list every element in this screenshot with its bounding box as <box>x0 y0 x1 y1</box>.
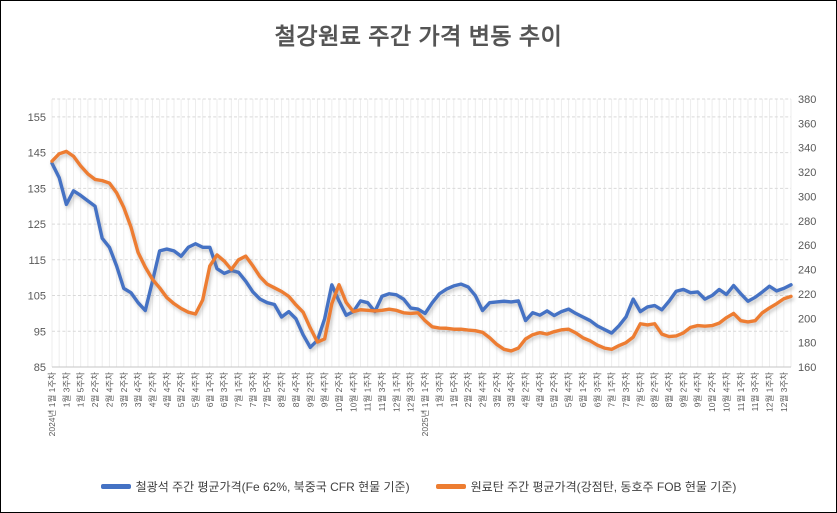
svg-text:320: 320 <box>798 167 816 179</box>
svg-text:2월 4주차: 2월 4주차 <box>477 372 487 407</box>
svg-text:95: 95 <box>34 326 46 338</box>
svg-text:2025년 1월 1주차: 2025년 1월 1주차 <box>420 372 430 437</box>
svg-text:10월 4주차: 10월 4주차 <box>721 372 731 412</box>
svg-text:1월 5주차: 1월 5주차 <box>449 372 459 407</box>
svg-text:3월 4주차: 3월 4주차 <box>506 372 516 407</box>
svg-text:85: 85 <box>34 362 46 374</box>
svg-text:4월 2주차: 4월 2주차 <box>521 372 531 407</box>
iron-ore-legend-label: 철광석 주간 평균가격(Fe 62%, 북중국 CFR 현물 기준) <box>135 480 410 494</box>
svg-text:11월 3주차: 11월 3주차 <box>750 372 760 412</box>
svg-text:8월 2주차: 8월 2주차 <box>650 372 660 407</box>
svg-text:145: 145 <box>28 148 46 160</box>
svg-text:8월 4주차: 8월 4주차 <box>664 372 674 407</box>
svg-text:8월 2주차: 8월 2주차 <box>277 372 287 407</box>
svg-text:10월 2주차: 10월 2주차 <box>707 372 717 412</box>
svg-text:160: 160 <box>798 362 816 374</box>
svg-text:11월 1주차: 11월 1주차 <box>363 372 373 412</box>
svg-text:4월 4주차: 4월 4주차 <box>162 372 172 407</box>
svg-text:5월 2주차: 5월 2주차 <box>176 372 186 407</box>
svg-text:7월 5주차: 7월 5주차 <box>635 372 645 407</box>
svg-text:1월 5주차: 1월 5주차 <box>76 372 86 407</box>
svg-text:4월 4주차: 4월 4주차 <box>535 372 545 407</box>
svg-text:11월 3주차: 11월 3주차 <box>377 372 387 412</box>
legend-item-iron-ore[interactable]: 철광석 주간 평균가격(Fe 62%, 북중국 CFR 현물 기준) <box>100 478 410 495</box>
series-line-iron-ore[interactable] <box>50 161 793 350</box>
svg-text:9월 2주차: 9월 2주차 <box>305 372 315 407</box>
legend: 철광석 주간 평균가격(Fe 62%, 북중국 CFR 현물 기준) 원료탄 주… <box>1 478 836 495</box>
svg-text:9월 4주차: 9월 4주차 <box>320 372 330 407</box>
svg-text:7월 5주차: 7월 5주차 <box>262 372 272 407</box>
coking-coal-legend-label: 원료탄 주간 평균가격(강점탄, 동호주 FOB 현물 기준) <box>470 480 737 494</box>
svg-text:7월 1주차: 7월 1주차 <box>234 372 244 407</box>
svg-text:2월 2주차: 2월 2주차 <box>90 372 100 407</box>
svg-text:2월 2주차: 2월 2주차 <box>463 372 473 407</box>
svg-text:2024년 1월 1주차: 2024년 1월 1주차 <box>47 372 57 437</box>
svg-text:125: 125 <box>28 219 46 231</box>
svg-text:240: 240 <box>798 265 816 277</box>
svg-text:9월 4주차: 9월 4주차 <box>693 372 703 407</box>
svg-text:7월 3주차: 7월 3주차 <box>248 372 258 407</box>
svg-text:8월 4주차: 8월 4주차 <box>291 372 301 407</box>
horizontal-gridlines <box>52 98 791 368</box>
svg-text:340: 340 <box>798 143 816 155</box>
svg-text:300: 300 <box>798 191 816 203</box>
chart-title: 철강원료 주간 가격 변동 추이 <box>274 23 563 49</box>
y-axis-right-labels: 160 180 200 220 240 260 280 300 320 340 360 380 <box>798 94 816 374</box>
svg-text:12월 1주차: 12월 1주차 <box>764 372 774 412</box>
svg-text:6월 1주차: 6월 1주차 <box>578 372 588 407</box>
x-axis-labels: 2024년 1월 1주차 1월 3주차 1월 5주차 2월 2주차 2월 4주차 3월 2… <box>47 372 789 437</box>
svg-text:260: 260 <box>798 240 816 252</box>
svg-text:1월 3주차: 1월 3주차 <box>61 372 71 407</box>
svg-text:4월 2주차: 4월 2주차 <box>147 372 157 407</box>
svg-text:12월 3주차: 12월 3주차 <box>779 372 789 412</box>
svg-text:380: 380 <box>798 94 816 106</box>
svg-text:5월 4주차: 5월 4주차 <box>191 372 201 407</box>
series-line-coking-coal[interactable] <box>50 149 793 353</box>
svg-text:6월 3주차: 6월 3주차 <box>592 372 602 407</box>
svg-text:3월 4주차: 3월 4주차 <box>133 372 143 407</box>
iron-ore-line-swatch <box>100 484 131 489</box>
svg-text:280: 280 <box>798 216 816 228</box>
coking-coal-line-swatch <box>435 484 466 489</box>
svg-text:5월 2주차: 5월 2주차 <box>549 372 559 407</box>
svg-text:10월 2주차: 10월 2주차 <box>334 372 344 412</box>
svg-text:105: 105 <box>28 291 46 303</box>
vertical-gridlines <box>51 99 792 367</box>
svg-text:360: 360 <box>798 118 816 130</box>
svg-text:9월 2주차: 9월 2주차 <box>678 372 688 407</box>
svg-text:12월 1주차: 12월 1주차 <box>391 372 401 412</box>
svg-text:1월 3주차: 1월 3주차 <box>434 372 444 407</box>
svg-text:3월 2주차: 3월 2주차 <box>119 372 129 407</box>
legend-item-coking-coal[interactable]: 원료탄 주간 평균가격(강점탄, 동호주 FOB 현물 기준) <box>435 478 737 495</box>
svg-text:5월 4주차: 5월 4주차 <box>564 372 574 407</box>
svg-text:6월 1주차: 6월 1주차 <box>205 372 215 407</box>
svg-text:11월 1주차: 11월 1주차 <box>736 372 746 412</box>
svg-text:155: 155 <box>28 112 46 124</box>
svg-text:7월 3주차: 7월 3주차 <box>621 372 631 407</box>
svg-text:2월 4주차: 2월 4주차 <box>104 372 114 407</box>
svg-text:180: 180 <box>798 338 816 350</box>
svg-text:7월 1주차: 7월 1주차 <box>607 372 617 407</box>
svg-text:12월 3주차: 12월 3주차 <box>406 372 416 412</box>
svg-text:3월 2주차: 3월 2주차 <box>492 372 502 407</box>
svg-text:135: 135 <box>28 183 46 195</box>
svg-text:200: 200 <box>798 313 816 325</box>
svg-text:115: 115 <box>28 255 46 267</box>
svg-text:220: 220 <box>798 289 816 301</box>
y-axis-left-labels: 85 95 105 115 125 135 145 155 <box>28 112 46 374</box>
svg-text:6월 3주차: 6월 3주차 <box>219 372 229 407</box>
svg-text:10월 4주차: 10월 4주차 <box>348 372 358 412</box>
